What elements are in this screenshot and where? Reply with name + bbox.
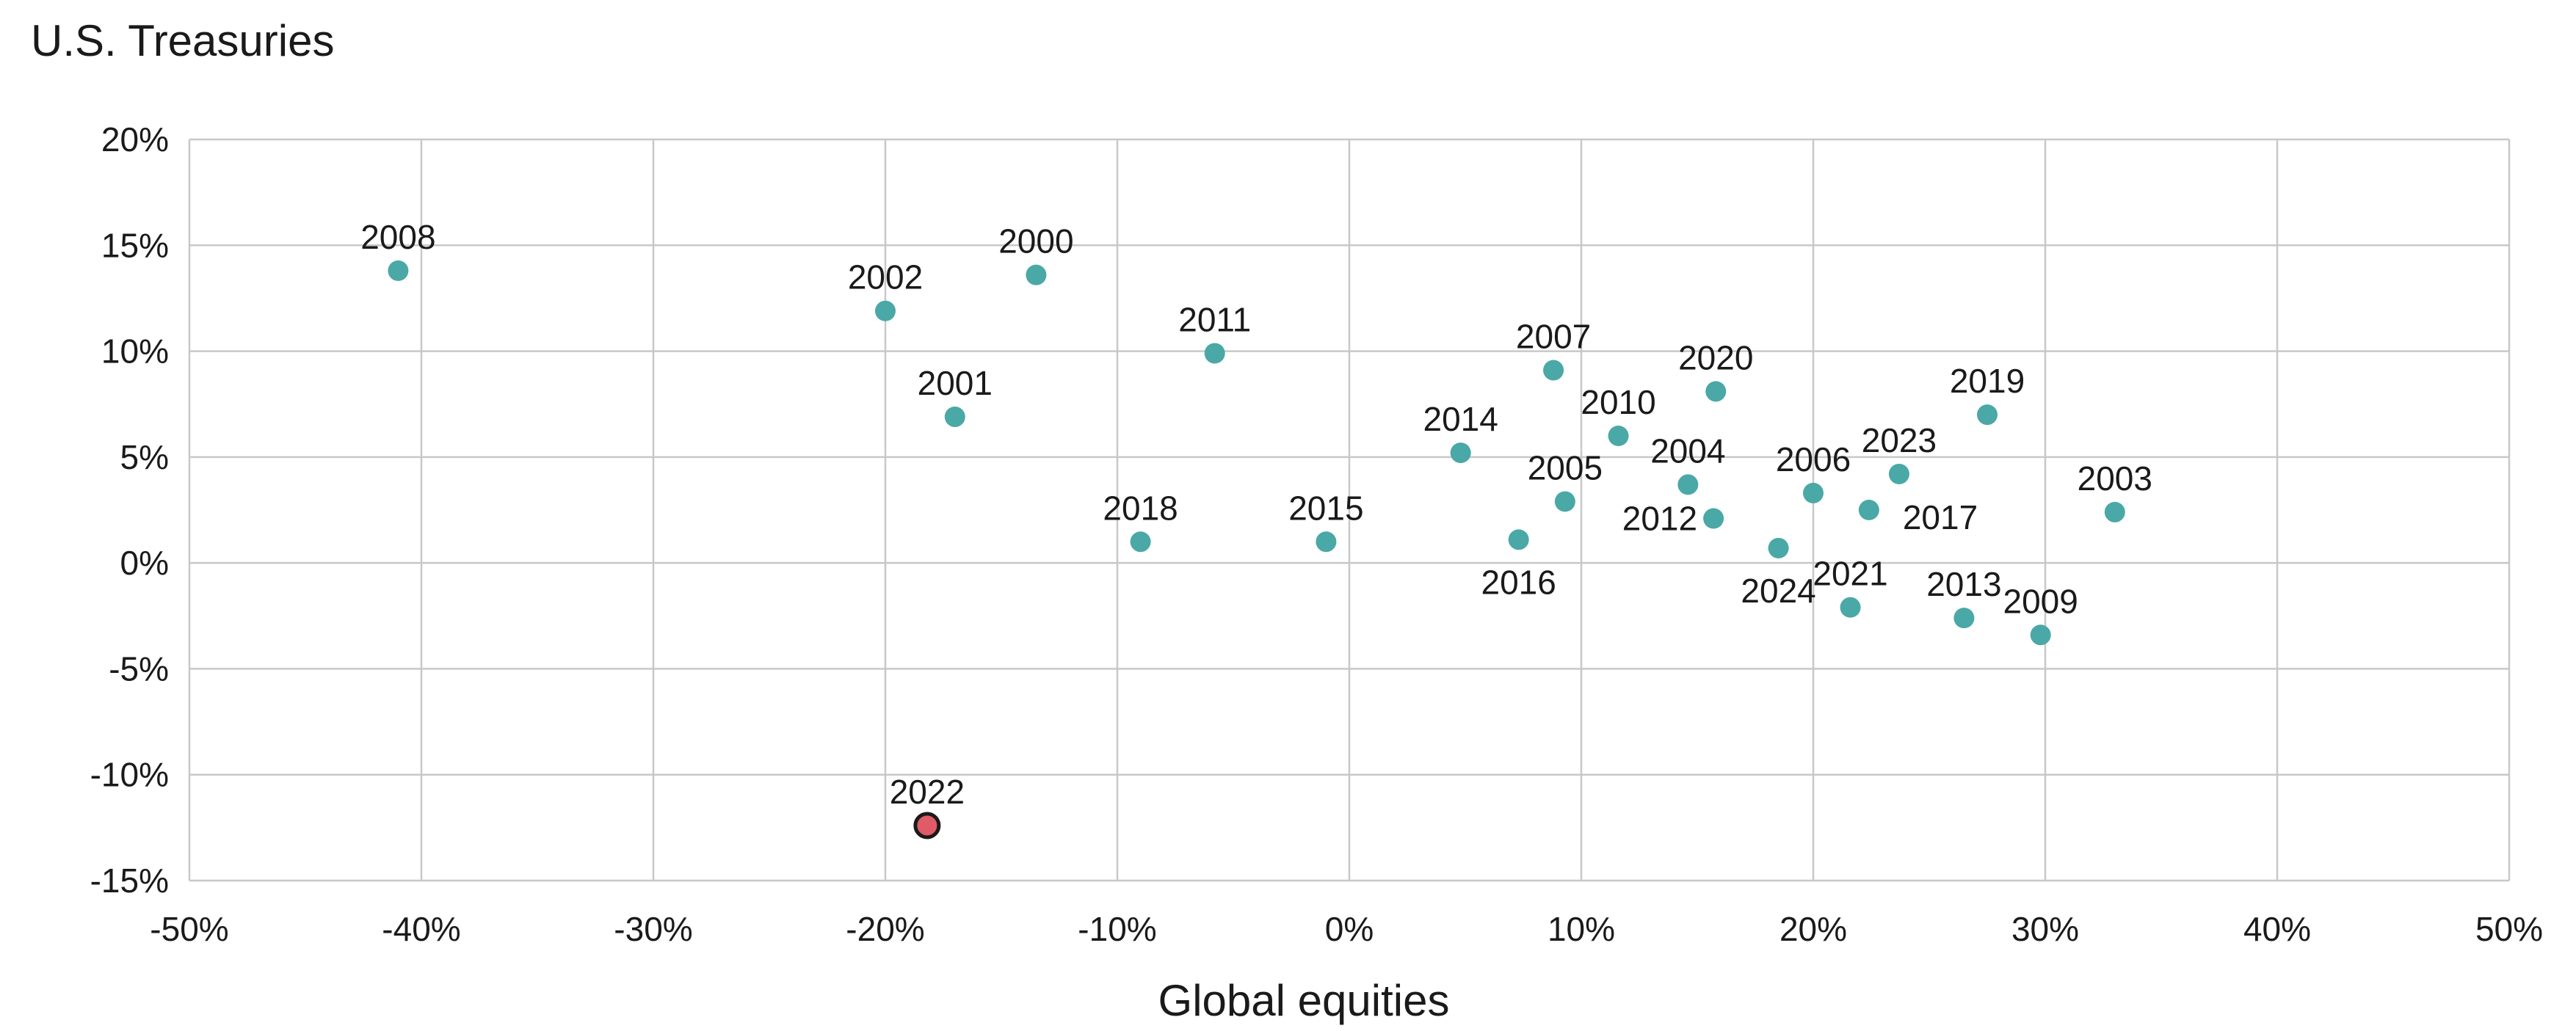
x-tick-label: -20%	[846, 910, 924, 948]
data-point	[2104, 501, 2125, 522]
data-label: 2024	[1741, 572, 1815, 610]
data-label: 2016	[1481, 563, 1556, 601]
y-tick-label: -10%	[90, 756, 169, 794]
tick-label-layer: -50% -40% -30% -20% -10% 0% 10% 20% 30% 40% 50% -15…	[90, 120, 2543, 948]
data-label: 2003	[2078, 459, 2152, 498]
y-tick-label: -5%	[109, 649, 169, 688]
grid-layer	[188, 138, 2511, 882]
data-label: 2002	[848, 258, 923, 296]
data-point	[875, 300, 896, 321]
x-tick-label: 0%	[1325, 910, 1374, 948]
y-tick-label: 20%	[101, 120, 169, 159]
data-point	[1554, 491, 1575, 512]
data-label: 2006	[1776, 440, 1851, 478]
data-label: 2020	[1678, 338, 1753, 376]
data-label: 2012	[1622, 500, 1697, 538]
x-axis-title: Global equities	[1158, 976, 1450, 1025]
data-label: 2015	[1288, 489, 1363, 527]
x-tick-label: -10%	[1078, 910, 1156, 948]
data-point	[1508, 529, 1529, 550]
data-label: 2001	[918, 364, 993, 402]
data-label: 2009	[2003, 582, 2078, 620]
x-tick-label: -30%	[614, 910, 692, 948]
x-tick-label: 10%	[1548, 910, 1615, 948]
x-tick-label: 30%	[2011, 910, 2079, 948]
data-point	[1888, 463, 1909, 484]
data-point	[1768, 537, 1789, 558]
data-point	[1705, 381, 1727, 402]
x-tick-label: -40%	[382, 910, 460, 948]
data-label: 2000	[998, 222, 1073, 261]
data-point	[1703, 508, 1724, 529]
y-axis-title: U.S. Treasuries	[31, 16, 334, 65]
x-tick-label: 50%	[2475, 910, 2543, 948]
data-point	[1316, 531, 1337, 553]
y-tick-label: 5%	[120, 438, 169, 476]
y-tick-label: 0%	[120, 544, 169, 582]
data-label: 2014	[1423, 400, 1498, 438]
data-point	[2030, 624, 2051, 646]
data-label: 2004	[1650, 431, 1725, 470]
data-labels-layer: 2008 2002 2000 2001 2011 2018 2015 2014 2007 2010…	[360, 218, 2152, 811]
data-point-highlight	[913, 812, 941, 839]
data-label: 2021	[1813, 555, 1887, 593]
data-label: 2019	[1950, 362, 2025, 400]
y-tick-label: 15%	[101, 226, 169, 264]
data-point	[1858, 500, 1879, 520]
data-point	[1977, 404, 1998, 426]
y-tick-label: -15%	[90, 861, 169, 900]
data-point	[388, 260, 409, 281]
data-points-layer	[388, 260, 2125, 839]
data-point	[1543, 360, 1564, 381]
data-label: 2018	[1103, 489, 1178, 527]
data-point	[1803, 482, 1824, 503]
data-label: 2011	[1178, 300, 1251, 338]
data-point	[1130, 531, 1151, 553]
data-label: 2013	[1926, 565, 2001, 603]
data-label: 2017	[1903, 498, 1978, 536]
data-label: 2023	[1862, 421, 1937, 459]
data-point	[1026, 264, 1047, 285]
data-label: 2022	[890, 773, 965, 811]
data-point	[1450, 442, 1471, 464]
data-point	[1608, 426, 1629, 446]
data-point	[944, 407, 965, 428]
data-label: 2007	[1516, 318, 1591, 356]
data-point	[1953, 608, 1975, 629]
data-point	[1677, 474, 1699, 495]
data-label: 2008	[360, 218, 435, 256]
data-label: 2010	[1581, 383, 1655, 421]
data-point	[1840, 597, 1861, 618]
x-tick-label: -50%	[150, 910, 228, 948]
x-tick-label: 20%	[1779, 910, 1847, 948]
data-label: 2005	[1528, 448, 1603, 487]
data-point	[1204, 343, 1225, 364]
y-tick-label: 10%	[101, 332, 169, 371]
x-tick-label: 40%	[2243, 910, 2311, 948]
